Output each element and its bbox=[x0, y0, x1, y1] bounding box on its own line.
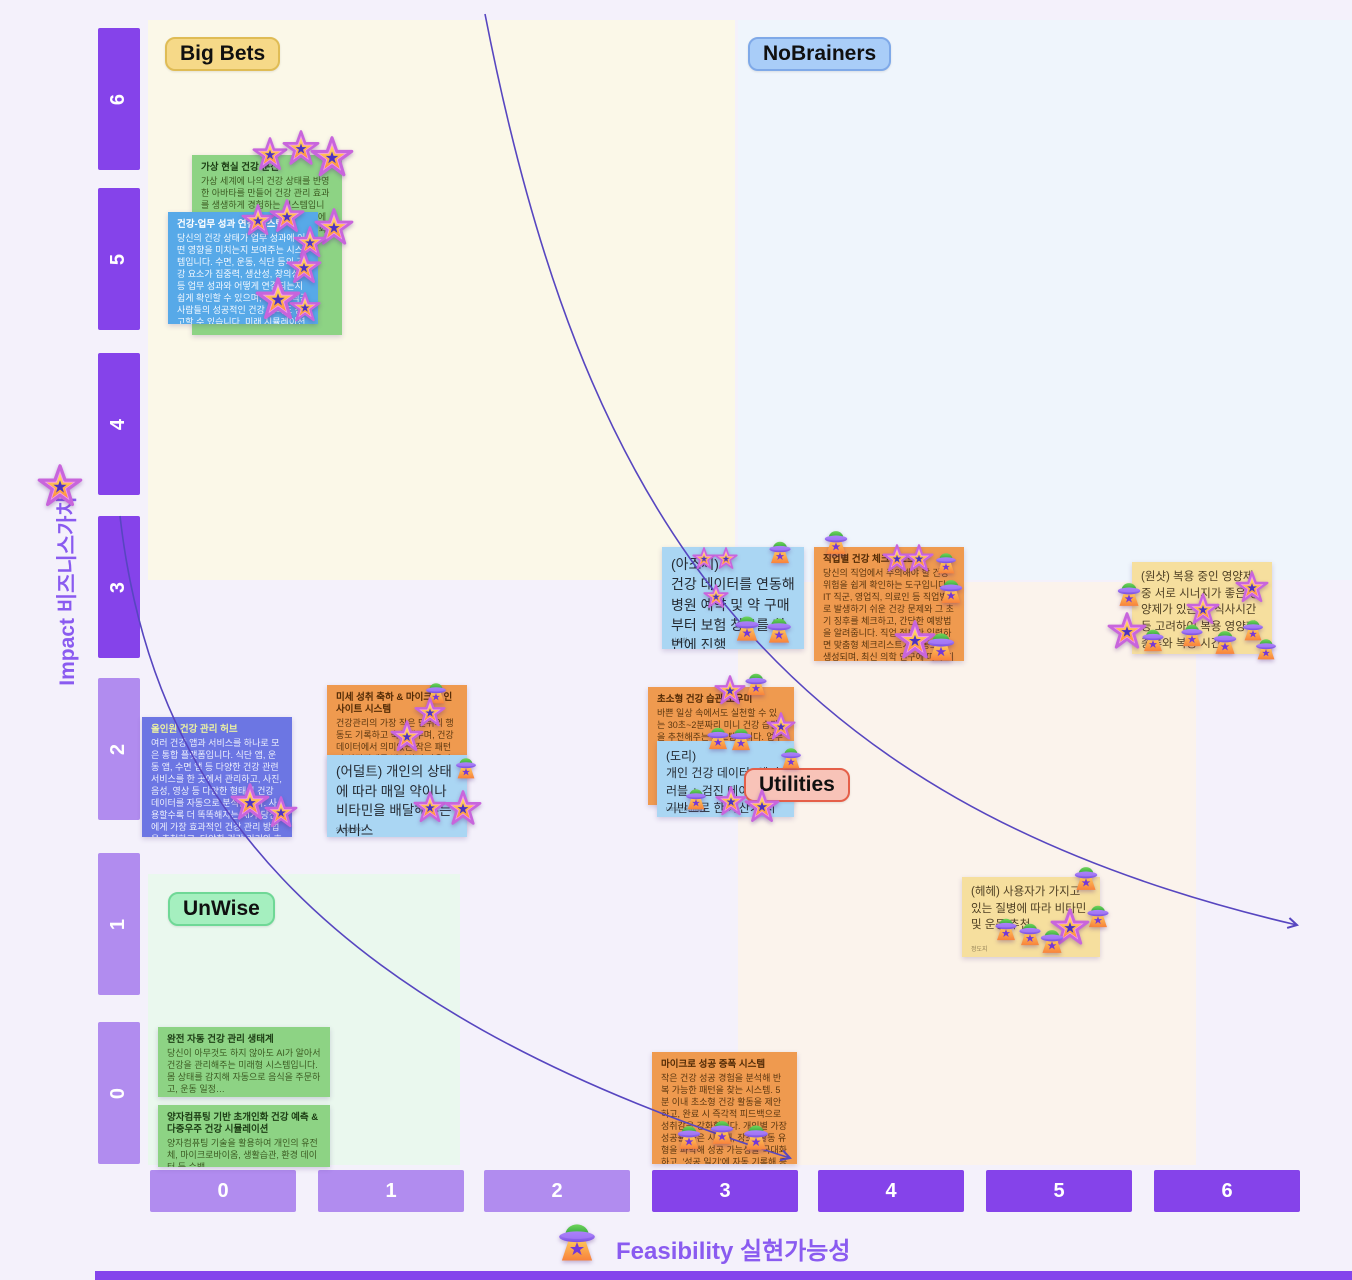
quadrant-label-big-bets[interactable]: Big Bets bbox=[165, 37, 281, 71]
y-tick-0: 0 bbox=[98, 1022, 140, 1164]
star-sticker[interactable] bbox=[692, 547, 716, 571]
ufo-sticker[interactable] bbox=[729, 609, 765, 645]
ufo-sticker[interactable] bbox=[738, 1118, 774, 1154]
quadrant-utilities bbox=[738, 582, 1196, 1165]
bottom-bar bbox=[95, 1271, 1352, 1280]
ufo-sticker[interactable] bbox=[705, 1114, 739, 1148]
ufo-sticker[interactable] bbox=[1069, 860, 1103, 894]
y-tick-3: 3 bbox=[98, 516, 140, 658]
tick-label: 0 bbox=[217, 1179, 229, 1202]
star-sticker[interactable] bbox=[264, 796, 298, 830]
quadrant-no-brainers bbox=[738, 20, 1352, 580]
y-tick-4: 4 bbox=[98, 353, 140, 495]
tick-label: 3 bbox=[107, 581, 130, 593]
note-title: 가상 현실 건강 분신 bbox=[201, 162, 279, 173]
tick-label: 6 bbox=[1221, 1179, 1233, 1202]
note-author: 신성희 bbox=[671, 639, 688, 645]
ufo-sticker[interactable] bbox=[1251, 633, 1281, 663]
ufo-sticker[interactable] bbox=[761, 611, 797, 647]
note-title: 올인원 건강 관리 허브 bbox=[151, 724, 238, 735]
ufo-sticker[interactable] bbox=[451, 752, 481, 782]
tick-label: 2 bbox=[551, 1179, 563, 1202]
ufo-sticker[interactable] bbox=[819, 524, 853, 558]
star-sticker[interactable] bbox=[444, 790, 482, 828]
ufo-sticker[interactable] bbox=[681, 783, 711, 813]
tick-label: 1 bbox=[107, 918, 130, 930]
y-tick-1: 1 bbox=[98, 853, 140, 995]
ufo-sticker[interactable] bbox=[921, 625, 961, 665]
x-tick-4: 4 bbox=[818, 1170, 964, 1212]
tick-label: 1 bbox=[385, 1179, 397, 1202]
star-sticker[interactable] bbox=[1235, 571, 1269, 605]
note-body: 당신의 건강 상태가 업무 성과에 어떤 영향을 미치는지 보여주는 시스템입니… bbox=[177, 233, 308, 324]
x-tick-6: 6 bbox=[1154, 1170, 1300, 1212]
star-sticker[interactable] bbox=[310, 136, 354, 180]
ufo-sticker[interactable] bbox=[725, 722, 757, 754]
star-sticker[interactable] bbox=[766, 712, 796, 742]
star-sticker[interactable] bbox=[904, 544, 934, 574]
tick-label: 3 bbox=[719, 1179, 731, 1202]
tick-label: 6 bbox=[107, 93, 130, 105]
note-author: sungm0617 bbox=[336, 827, 368, 833]
note-title: 건강-업무 성과 연결 시스템 bbox=[177, 219, 285, 230]
star-sticker[interactable] bbox=[390, 720, 424, 754]
x-tick-3: 3 bbox=[652, 1170, 798, 1212]
x-axis-title: Feasibility 실현가능성 bbox=[616, 1238, 851, 1265]
note-title: 양자컴퓨팅 기반 초개인화 건강 예측 & 다중우주 건강 시뮬레이션 bbox=[167, 1112, 319, 1136]
star-sticker[interactable] bbox=[703, 584, 729, 610]
note-body: 당신이 아무것도 하지 않아도 AI가 알아서 건강을 관리해주는 미래형 시스… bbox=[167, 1048, 321, 1095]
ufo-sticker[interactable] bbox=[934, 573, 968, 607]
star-sticker[interactable] bbox=[413, 791, 447, 825]
ufo-sticker[interactable] bbox=[1208, 624, 1242, 658]
feasibility-ufo-icon bbox=[550, 1213, 604, 1267]
ufo-sticker[interactable] bbox=[776, 742, 806, 772]
ufo-sticker[interactable] bbox=[1035, 923, 1069, 957]
tick-label: 5 bbox=[107, 253, 130, 265]
star-sticker[interactable] bbox=[289, 292, 321, 324]
ufo-sticker[interactable] bbox=[1176, 618, 1208, 650]
x-tick-2: 2 bbox=[484, 1170, 630, 1212]
star-sticker[interactable] bbox=[715, 786, 747, 818]
y-tick-2: 2 bbox=[98, 678, 140, 820]
tick-label: 0 bbox=[107, 1087, 130, 1099]
tick-label: 5 bbox=[1053, 1179, 1065, 1202]
x-tick-0: 0 bbox=[150, 1170, 296, 1212]
note-title: 완전 자동 건강 관리 생태계 bbox=[167, 1034, 274, 1045]
y-tick-5: 5 bbox=[98, 188, 140, 330]
quadrant-label-no-brainers[interactable]: NoBrainers bbox=[748, 37, 892, 71]
ufo-sticker[interactable] bbox=[764, 535, 796, 567]
tick-label: 4 bbox=[107, 418, 130, 430]
ufo-sticker[interactable] bbox=[1137, 623, 1169, 655]
y-tick-6: 6 bbox=[98, 28, 140, 170]
ufo-sticker[interactable] bbox=[672, 1119, 706, 1153]
tick-label: 2 bbox=[107, 743, 130, 755]
ufo-sticker[interactable] bbox=[1112, 576, 1146, 610]
x-tick-1: 1 bbox=[318, 1170, 464, 1212]
star-sticker[interactable] bbox=[714, 547, 738, 571]
ufo-sticker[interactable] bbox=[740, 667, 772, 699]
note-author: 정도지 bbox=[971, 947, 988, 953]
x-tick-5: 5 bbox=[986, 1170, 1132, 1212]
note-body: 양자컴퓨팅 기술을 활용하여 개인의 유전체, 마이크로바이옴, 생활습관, 환… bbox=[167, 1138, 318, 1167]
note-title: 마이크로 성공 증폭 시스템 bbox=[661, 1059, 766, 1070]
star-sticker[interactable] bbox=[744, 789, 780, 825]
tick-label: 4 bbox=[885, 1179, 897, 1202]
sticky-note-quantum-simulation[interactable]: 양자컴퓨팅 기반 초개인화 건강 예측 & 다중우주 건강 시뮬레이션 양자컴퓨팅… bbox=[158, 1105, 330, 1167]
quadrant-label-un-wise[interactable]: UnWise bbox=[168, 892, 275, 926]
impact-star-icon bbox=[37, 464, 83, 510]
